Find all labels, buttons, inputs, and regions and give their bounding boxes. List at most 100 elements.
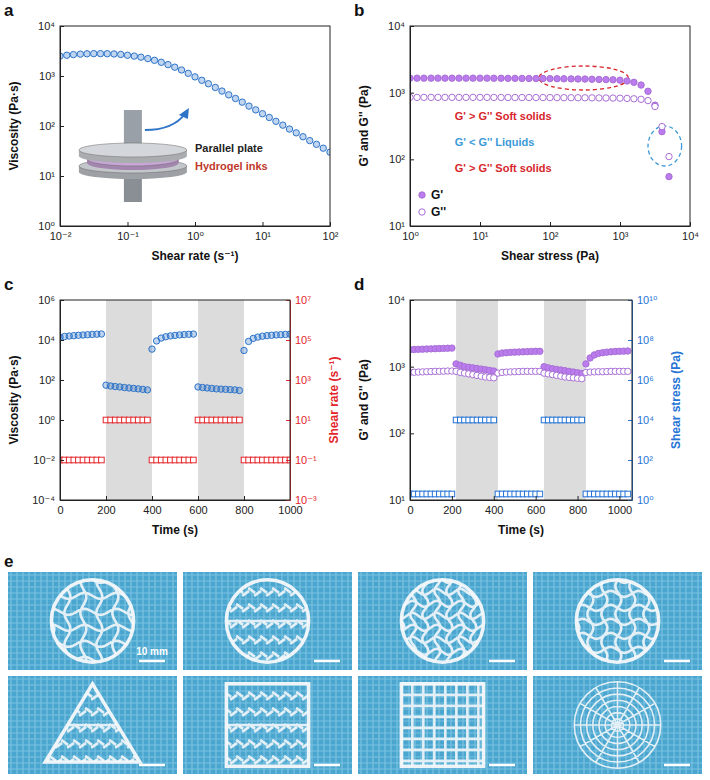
plot-frame (410, 300, 632, 500)
tick-mark (286, 420, 290, 421)
lattice (43, 679, 146, 764)
data-point (241, 347, 247, 353)
tick-label: 10² (543, 230, 559, 242)
data-point (449, 345, 455, 351)
data-point (547, 94, 553, 100)
data-point (617, 77, 623, 83)
tick-label: 10² (637, 454, 653, 466)
tick-label: 600 (527, 504, 545, 516)
data-point (190, 331, 196, 337)
data-point (617, 95, 623, 101)
tick-label: 10³ (295, 374, 311, 386)
tick: 10⁻³ (286, 494, 317, 506)
axis-title: G' and G'' (Pa) (357, 85, 371, 166)
scale-bar (314, 764, 340, 767)
panel-label: a (4, 1, 14, 20)
tick-label: 10³ (39, 70, 55, 82)
lattice-outline (51, 580, 133, 662)
tick-mark (106, 496, 107, 500)
data-point (286, 126, 292, 132)
data-point (498, 75, 504, 81)
photo-background (183, 572, 352, 670)
data-point (313, 141, 319, 147)
plot-frame (410, 26, 690, 226)
scale-bar (314, 660, 340, 663)
series (410, 94, 672, 160)
data-point (498, 94, 504, 100)
photo-tile (183, 572, 352, 670)
tick-label: 400 (143, 504, 161, 516)
tick-mark (60, 76, 64, 77)
tick-mark (628, 460, 632, 461)
data-point (414, 75, 420, 81)
legend-label: G' (431, 188, 443, 202)
tick-mark (494, 496, 495, 500)
annotation: G' > G'' Soft solids (455, 110, 552, 122)
photo-background (183, 676, 352, 774)
plot-area (410, 300, 631, 500)
tick-label: 600 (189, 504, 207, 516)
scale-bar (664, 764, 690, 767)
data-point (526, 75, 532, 81)
photo-mesh (8, 572, 177, 670)
axis: 10⁻³10⁻¹10¹10³10⁵10⁷ (286, 294, 317, 506)
data-point (435, 94, 441, 100)
inset-shape (79, 143, 187, 157)
data-point (533, 94, 539, 100)
photo-mesh (533, 572, 702, 670)
data-point (540, 75, 546, 81)
data-point (561, 94, 567, 100)
axis: 10⁻²10⁻¹10⁰10¹10² (50, 222, 339, 242)
tick-mark (286, 340, 290, 341)
photo-tile (183, 676, 352, 774)
tick-label: 10⁰ (187, 230, 204, 242)
lattice (218, 679, 321, 764)
data-point (449, 491, 455, 497)
photo-mesh (183, 676, 352, 774)
axis-title: Time (s) (152, 523, 198, 537)
data-point (666, 153, 672, 159)
tick-label: 10⁴ (38, 20, 55, 32)
tick: 600 (189, 496, 207, 516)
data-point (421, 75, 427, 81)
data-point (645, 97, 651, 103)
tick-label: 10⁴ (637, 414, 654, 426)
tick-label: 10⁵ (295, 334, 312, 346)
tick-label: 10¹ (255, 230, 271, 242)
data-point (540, 94, 546, 100)
data-point (99, 457, 105, 463)
data-point (666, 173, 672, 179)
data-point (470, 94, 476, 100)
tick-label: 10² (389, 153, 405, 165)
axis-title: G' and G'' (Pa) (357, 359, 371, 440)
tick: 10² (543, 222, 559, 242)
data-point (652, 103, 658, 109)
photo-mesh (8, 676, 177, 774)
photo-background (358, 676, 527, 774)
data-point (84, 51, 90, 57)
tick: 10³ (613, 222, 629, 242)
tick: 800 (569, 496, 587, 516)
data-point (645, 88, 651, 94)
data-point (149, 346, 155, 352)
lattice-outline (226, 684, 308, 766)
plot-area (60, 300, 290, 500)
data-point (145, 417, 151, 423)
lattice-outline (401, 684, 483, 766)
tick-label: 0 (407, 504, 413, 516)
tick-label: 10⁷ (295, 294, 311, 306)
series (410, 345, 631, 377)
data-point (537, 491, 543, 497)
data-point (547, 75, 553, 81)
scale-bar-label: 10 mm (136, 646, 168, 657)
plot-area (410, 75, 672, 180)
tick-mark (410, 433, 414, 434)
data-point (246, 103, 252, 109)
panel: 0200400600800100010¹10²10³10⁴10⁰10²10⁴10… (357, 294, 683, 537)
tick: 10¹ (255, 222, 271, 242)
tick-mark (195, 222, 196, 226)
tick-mark (60, 126, 64, 127)
tick-label: 200 (443, 504, 461, 516)
data-point (625, 491, 631, 497)
tick: 10⁻¹ (286, 454, 317, 466)
